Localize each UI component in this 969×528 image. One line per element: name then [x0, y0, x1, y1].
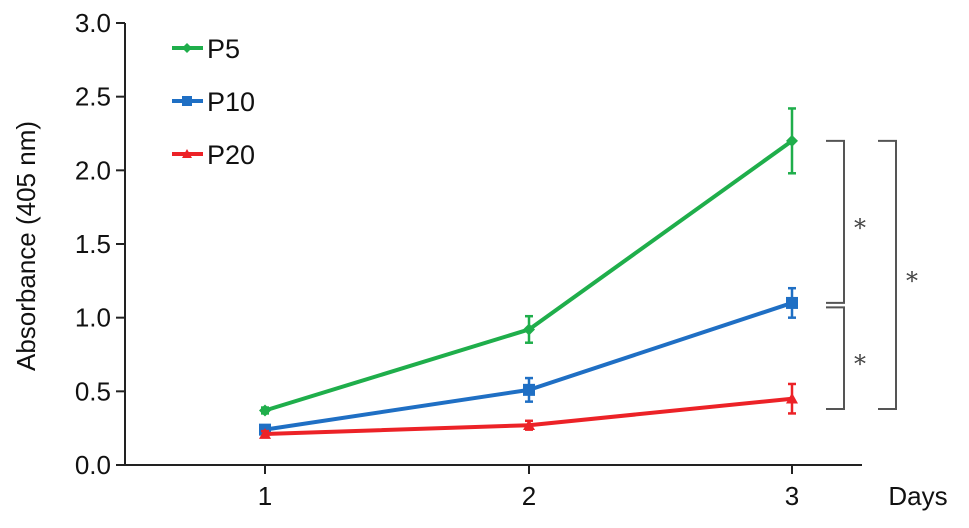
legend-label: P5: [207, 34, 240, 64]
significance-bracket: *: [878, 139, 918, 411]
legend-item-p10: P10: [172, 87, 255, 117]
legend-marker: [182, 149, 192, 158]
y-ticks: 0.0 0.5 1.0 1.5 2.0 2.5 3.0: [75, 8, 125, 480]
significance-annotations: * * *: [826, 139, 918, 411]
y-tick-label: 1.5: [75, 229, 111, 259]
x-ticks: 1 2 3: [258, 465, 799, 511]
series-layer: [259, 107, 798, 439]
y-tick-label: 2.5: [75, 82, 111, 112]
data-point: [786, 296, 798, 309]
y-tick-label: 2.0: [75, 155, 111, 185]
y-tick-label: 1.0: [75, 303, 111, 333]
legend-marker: [182, 43, 192, 53]
bracket-line: [826, 139, 845, 304]
significance-label: *: [854, 214, 866, 242]
significance-label: *: [854, 350, 866, 378]
legend: P5 P10 P20: [172, 34, 255, 170]
series-p20: [259, 382, 798, 439]
x-axis-title: Days: [888, 481, 947, 511]
significance-bracket: *: [826, 306, 866, 411]
significance-label: *: [906, 267, 918, 295]
legend-marker: [182, 96, 192, 106]
bracket-line: [878, 139, 897, 411]
data-point: [786, 392, 798, 404]
legend-label: P10: [207, 87, 255, 117]
significance-bracket: *: [826, 139, 866, 304]
y-axis-title: Absorbance (405 nm): [11, 121, 41, 371]
y-tick-label: 3.0: [75, 8, 111, 38]
data-point: [523, 323, 535, 336]
series-line: [264, 139, 794, 413]
legend-label: P20: [207, 140, 255, 170]
data-point: [523, 419, 535, 431]
x-tick-label: 3: [785, 481, 799, 511]
legend-item-p5: P5: [172, 34, 240, 64]
legend-item-p20: P20: [172, 140, 255, 170]
axes: 0.0 0.5 1.0 1.5 2.0 2.5 3.0 1 2 3: [75, 8, 862, 511]
data-point: [523, 383, 535, 396]
data-point: [259, 404, 271, 417]
y-tick-label: 0.5: [75, 376, 111, 406]
x-tick-label: 1: [258, 481, 272, 511]
series-p10: [259, 286, 798, 436]
bracket-line: [826, 306, 845, 411]
series-p5: [259, 107, 798, 417]
data-point: [259, 428, 271, 439]
x-tick-label: 2: [522, 481, 536, 511]
y-tick-label: 0.0: [75, 450, 111, 480]
data-point: [786, 134, 798, 147]
